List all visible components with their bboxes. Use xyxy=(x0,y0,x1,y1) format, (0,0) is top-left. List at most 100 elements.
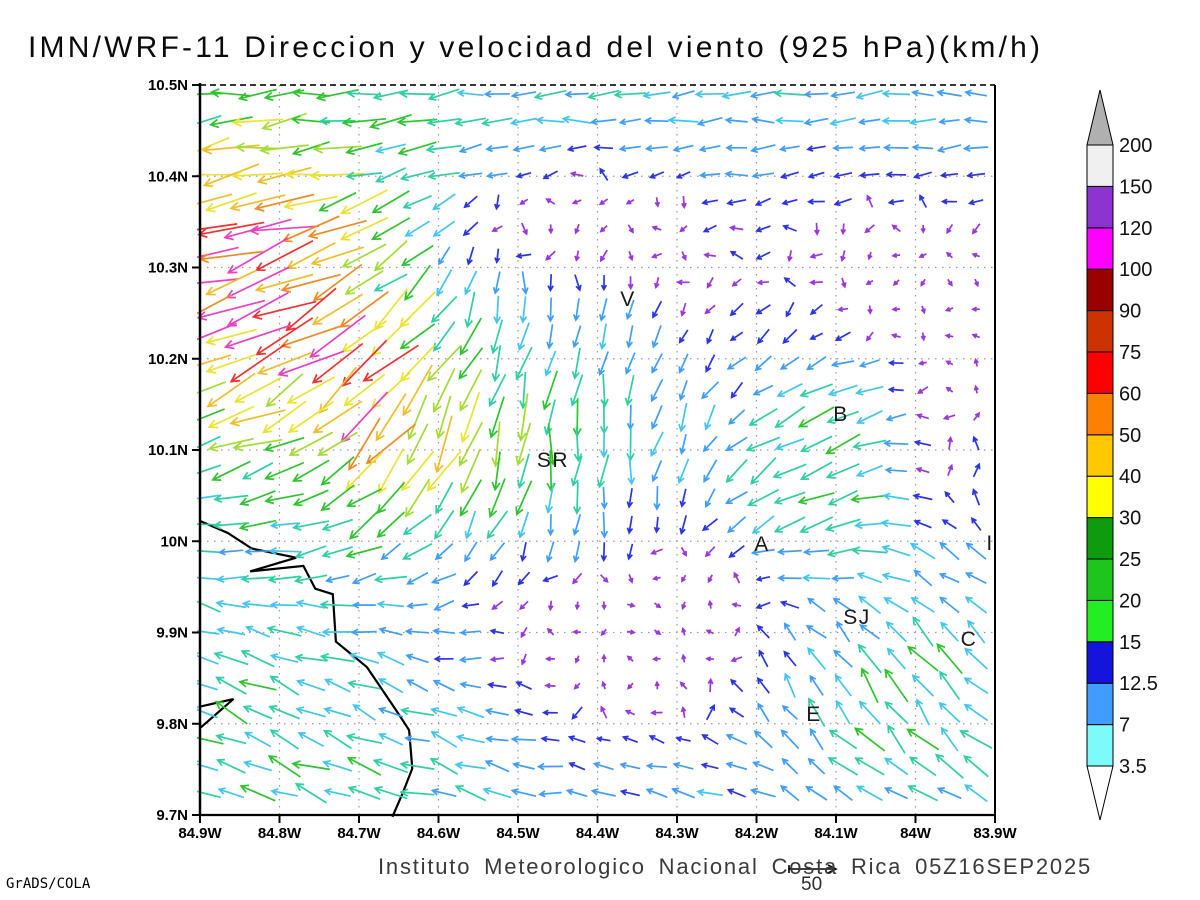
wind-arrow xyxy=(731,278,742,287)
wind-arrow xyxy=(197,549,221,554)
wind-arrow xyxy=(705,656,714,662)
colorbar-label: 30 xyxy=(1119,508,1141,530)
wind-arrow xyxy=(964,572,987,584)
wind-arrow xyxy=(850,546,888,555)
wind-arrow xyxy=(489,656,505,663)
wind-arrow xyxy=(911,89,934,97)
wind-arrow xyxy=(321,546,354,559)
wind-arrow xyxy=(920,305,926,315)
wind-arrow xyxy=(510,91,537,99)
lon-tick-label: 84.3W xyxy=(655,825,699,842)
wind-arrow xyxy=(515,346,533,381)
wind-arrow xyxy=(679,225,688,233)
wind-arrow xyxy=(653,516,661,534)
wind-arrow xyxy=(882,492,910,501)
wind-arrow xyxy=(724,490,748,505)
lat-tick-label: 9.9N xyxy=(156,625,188,642)
wind-arrow xyxy=(783,672,796,698)
wind-arrow xyxy=(915,466,930,474)
wind-arrow xyxy=(484,760,510,773)
wind-arrow xyxy=(292,520,330,531)
wind-arrow xyxy=(197,173,232,176)
wind-arrow xyxy=(197,354,232,367)
wind-arrow xyxy=(277,350,345,377)
wind-arrow xyxy=(705,629,714,635)
wind-arrow xyxy=(280,273,341,293)
wind-arrow xyxy=(694,90,725,99)
wind-arrow xyxy=(459,681,482,689)
wind-arrow xyxy=(653,602,662,609)
wind-arrow xyxy=(881,544,911,557)
wind-arrow xyxy=(589,117,617,126)
wind-arrow xyxy=(491,345,502,383)
wind-arrow xyxy=(750,144,776,154)
wind-arrow xyxy=(853,521,885,530)
wind-arrow xyxy=(519,542,527,563)
wind-arrow xyxy=(679,681,688,690)
wind-arrow xyxy=(827,489,858,506)
lon-tick-label: 84.9W xyxy=(178,825,222,842)
wind-arrow xyxy=(751,172,775,179)
wind-arrow xyxy=(459,369,483,412)
wind-arrow xyxy=(756,676,770,694)
wind-arrow xyxy=(856,572,883,584)
wind-arrow xyxy=(728,225,744,232)
wind-arrow xyxy=(212,520,250,530)
wind-arrow xyxy=(938,572,960,584)
lat-tick-label: 10.4N xyxy=(148,168,188,185)
wind-arrow xyxy=(919,194,928,208)
wind-arrow xyxy=(857,118,881,126)
wind-arrow xyxy=(755,304,771,315)
wind-arrow xyxy=(809,332,824,340)
wind-arrow xyxy=(311,293,364,326)
wind-arrow xyxy=(346,488,382,508)
wind-arrow xyxy=(545,541,555,563)
wind-arrow xyxy=(488,396,505,439)
wind-arrow xyxy=(729,250,744,260)
wind-arrow xyxy=(883,757,909,776)
wind-arrow xyxy=(672,761,694,770)
wind-arrow xyxy=(910,597,935,613)
wind-arrow xyxy=(885,171,907,179)
wind-arrow xyxy=(859,624,880,640)
wind-arrow xyxy=(884,466,907,474)
wind-arrow xyxy=(750,548,775,556)
wind-arrow xyxy=(721,90,752,100)
wind-arrow xyxy=(913,519,932,529)
wind-arrow xyxy=(776,547,802,556)
wind-arrow xyxy=(860,667,879,704)
wind-arrow xyxy=(601,680,607,690)
wind-arrow xyxy=(197,294,233,315)
wind-arrow xyxy=(373,273,408,292)
wind-arrow xyxy=(433,655,454,663)
wind-arrow xyxy=(967,199,984,206)
wind-arrow xyxy=(404,220,431,237)
wind-arrow xyxy=(667,116,699,125)
colorbar-segment xyxy=(1086,682,1114,726)
wind-arrow xyxy=(599,249,608,263)
wind-arrow xyxy=(600,486,608,510)
reference-vector xyxy=(788,864,838,874)
lon-tick-label: 84.5W xyxy=(496,825,540,842)
wind-arrow xyxy=(836,620,851,643)
wind-arrow xyxy=(197,223,238,231)
wind-arrow xyxy=(745,436,781,452)
wind-arrow xyxy=(746,489,779,507)
wind-arrow xyxy=(426,345,462,382)
wind-arrow xyxy=(405,653,429,664)
wind-arrow xyxy=(891,224,901,233)
wind-arrow xyxy=(748,407,778,426)
wind-arrow xyxy=(488,478,506,519)
wind-arrow xyxy=(964,596,988,614)
wind-arrow xyxy=(852,439,887,450)
wind-arrow xyxy=(454,761,486,770)
wind-arrow xyxy=(346,756,382,776)
wind-arrow xyxy=(884,701,909,724)
wind-arrow xyxy=(243,731,272,748)
wind-arrow xyxy=(891,252,901,259)
wind-arrow xyxy=(197,278,239,284)
wind-arrow xyxy=(704,404,716,431)
wind-arrow xyxy=(963,677,989,695)
colorbar-under-arrow xyxy=(1086,765,1114,821)
wind-arrow xyxy=(773,491,806,505)
